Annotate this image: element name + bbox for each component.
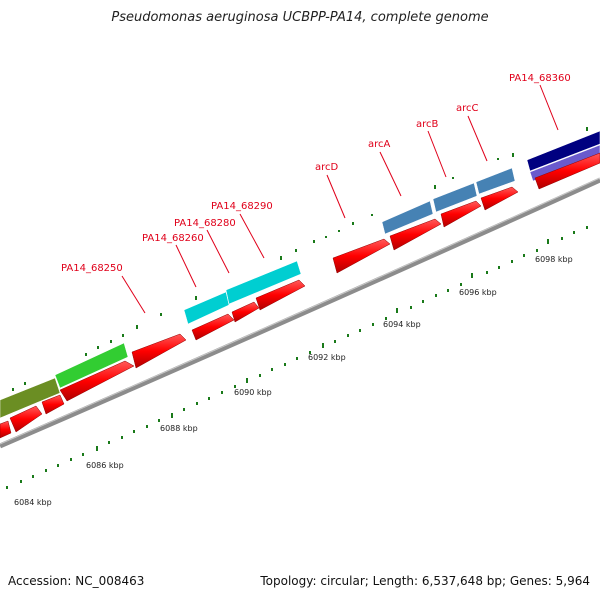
cog-box [475,167,516,195]
gene-label: PA14_68250 [61,263,123,274]
gene-label: PA14_68260 [142,233,204,244]
cog-box [381,200,434,235]
scale-tick-track [6,226,588,489]
cds-track [0,152,600,439]
cds-arrow [9,405,43,433]
scale-label: 6088 kbp [160,424,198,433]
scale-label: 6092 kbp [308,353,346,362]
cds-arrow [231,301,260,323]
label-leaders [121,84,559,314]
cog-track [0,130,600,419]
gene-label: arcC [456,103,479,114]
gene-label: arcD [315,162,339,173]
cds-arrow [440,200,482,228]
cog-box [54,342,129,389]
cds-arrow [59,360,135,402]
accession-label: Accession: NC_008463 [8,574,145,588]
map-title: Pseudomonas aeruginosa UCBPP-PA14, compl… [111,10,489,25]
cog-box [183,291,230,325]
genome-backbone [0,177,600,449]
scale-label: 6090 kbp [234,388,272,397]
cds-arrow [191,313,235,341]
cog-box [225,260,302,305]
cog-box [432,182,478,213]
cog-box [529,144,600,182]
scale-label: 6086 kbp [86,461,124,470]
gene-label: arcB [416,119,439,130]
cds-arrow [41,394,65,415]
cds-arrow [131,333,187,369]
cds-arrow [480,186,519,211]
gene-label: PA14_68280 [174,218,236,229]
cog-box [0,377,61,419]
cds-arrow [332,238,391,274]
cds-arrow [0,420,12,439]
cds-arrow [255,279,306,311]
upper-tick-track [12,127,588,391]
scale-label: 6098 kbp [535,255,573,264]
scale-label: 6096 kbp [459,288,497,297]
gene-label: PA14_68290 [211,201,273,212]
cog-box [526,130,600,172]
gene-label: PA14_68360 [509,73,571,84]
gene-label: arcA [368,139,391,150]
cds-arrow [389,218,442,251]
scale-label: 6084 kbp [14,498,52,507]
cds-arrow [534,152,600,190]
scale-label: 6094 kbp [383,320,421,329]
genome-summary: Topology: circular; Length: 6,537,648 bp… [260,574,590,588]
